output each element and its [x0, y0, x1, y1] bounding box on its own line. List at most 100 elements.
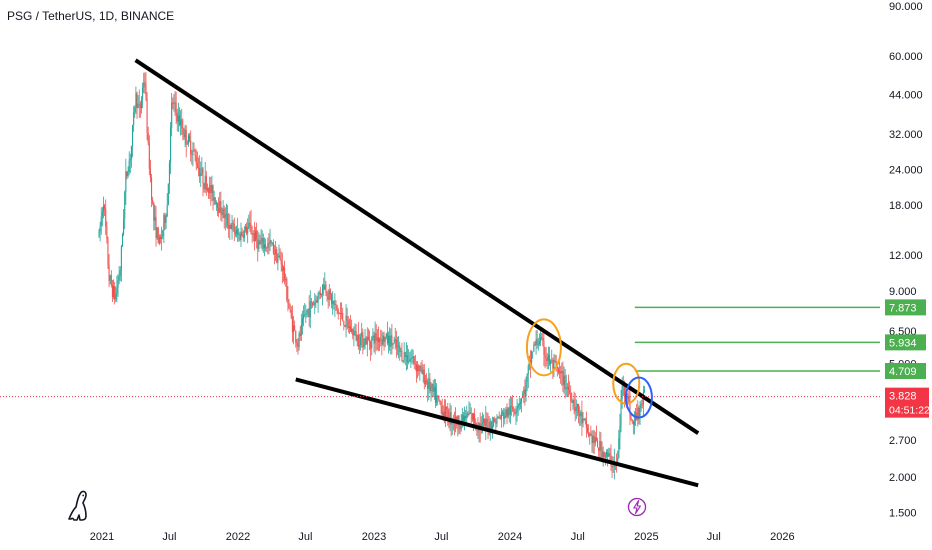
candle-body	[553, 360, 555, 369]
candle-body	[327, 296, 329, 300]
price-tick-label: 44.000	[889, 89, 923, 101]
candle-body	[333, 300, 335, 305]
candle-body	[121, 234, 124, 247]
symbol-title: PSG / TetherUS, 1D, BINANCE	[7, 9, 175, 23]
candle-body	[434, 387, 437, 403]
candle-body	[566, 386, 568, 388]
candle-body	[178, 115, 181, 126]
candle-body	[249, 222, 251, 225]
candle-body	[540, 337, 542, 342]
candle-body	[356, 335, 358, 341]
candle-body	[348, 326, 350, 328]
candle-body	[559, 371, 561, 373]
candle-body	[149, 169, 151, 178]
candle-body	[278, 255, 280, 258]
candle-body	[140, 99, 143, 108]
candle-body	[453, 422, 456, 424]
candle-body	[116, 288, 118, 294]
candle-body	[612, 466, 614, 468]
candle-body	[132, 124, 134, 146]
candle-body	[99, 226, 101, 232]
candle-body	[295, 330, 297, 343]
candle-body	[184, 129, 186, 138]
candle-body	[569, 390, 571, 393]
candle-body	[135, 92, 137, 108]
candle-body	[403, 352, 405, 361]
candle-body	[165, 216, 167, 223]
level-badge-label: 4.709	[889, 366, 917, 378]
candle-body	[361, 332, 363, 337]
candle-body	[123, 218, 125, 235]
candle-body	[347, 320, 349, 328]
candle-body	[301, 318, 304, 325]
candle-body	[159, 236, 162, 240]
tradingview-dino-icon[interactable]	[68, 490, 87, 521]
candle-body	[611, 465, 613, 468]
candle-body	[277, 257, 279, 263]
price-tick-label: 1.500	[889, 508, 917, 520]
price-axis[interactable]: 90.000 60.000 44.000 32.000 24.000 18.000 12.0…	[889, 1, 923, 520]
candle-body	[394, 339, 396, 343]
candle-body	[496, 417, 498, 424]
candle-body	[638, 407, 640, 417]
candle-body	[526, 374, 528, 382]
candle-body	[379, 338, 381, 343]
candle-body	[111, 285, 113, 298]
candle-body	[554, 360, 556, 362]
candle-body	[439, 399, 441, 404]
candle-body	[515, 412, 517, 414]
candle-body	[603, 451, 605, 458]
candle-body	[573, 400, 575, 407]
candle-body	[240, 232, 242, 240]
candle-body	[221, 214, 223, 216]
candle-body	[172, 102, 174, 104]
candle-body	[410, 357, 412, 360]
time-axis[interactable]: 2021 Jul 2022 Jul 2023 Jul 2024 Jul 2025 Jul 2026	[90, 531, 795, 543]
candle-body	[385, 333, 387, 338]
candle-body	[551, 359, 553, 361]
candle-body	[484, 418, 486, 427]
price-tick-label: 12.000	[889, 250, 923, 262]
candle-body	[495, 422, 497, 424]
candle-body	[98, 231, 100, 237]
annotation-circle	[624, 376, 653, 419]
candle-body	[200, 173, 202, 177]
price-tick-label: 9.000	[889, 286, 917, 298]
candle-body	[424, 380, 426, 385]
candle-body	[595, 437, 597, 441]
candle-body	[346, 315, 348, 321]
candle-body	[237, 229, 239, 235]
candle-body	[272, 242, 274, 254]
candle-body	[380, 338, 382, 340]
candle-body	[482, 418, 485, 423]
candle-body	[550, 360, 552, 364]
candle-body	[319, 292, 321, 295]
candle-body	[101, 212, 103, 217]
candle-body	[296, 342, 298, 346]
candle-body	[223, 208, 225, 219]
candle-body	[579, 413, 581, 417]
lightning-bolt-icon[interactable]	[627, 497, 647, 517]
candle-body	[491, 425, 494, 430]
candle-body	[366, 336, 368, 345]
candle-body	[314, 302, 316, 305]
candle-body	[339, 313, 342, 315]
candle-body	[461, 414, 463, 422]
candle-body	[273, 253, 276, 255]
candle-body	[108, 264, 110, 281]
candle-body	[396, 346, 399, 348]
candle-body	[399, 345, 401, 352]
candle-body	[338, 313, 340, 315]
candle-body	[374, 333, 376, 344]
level-badge-label: 5.934	[889, 337, 917, 349]
candle-body	[493, 418, 495, 426]
time-tick-label: 2022	[226, 531, 250, 543]
candle-body	[627, 396, 629, 400]
candle-body	[428, 378, 430, 389]
candle-body	[182, 128, 184, 135]
candle-body	[405, 355, 407, 357]
candle-body	[305, 313, 307, 315]
candle-body	[133, 111, 135, 125]
candle-body	[425, 380, 428, 383]
